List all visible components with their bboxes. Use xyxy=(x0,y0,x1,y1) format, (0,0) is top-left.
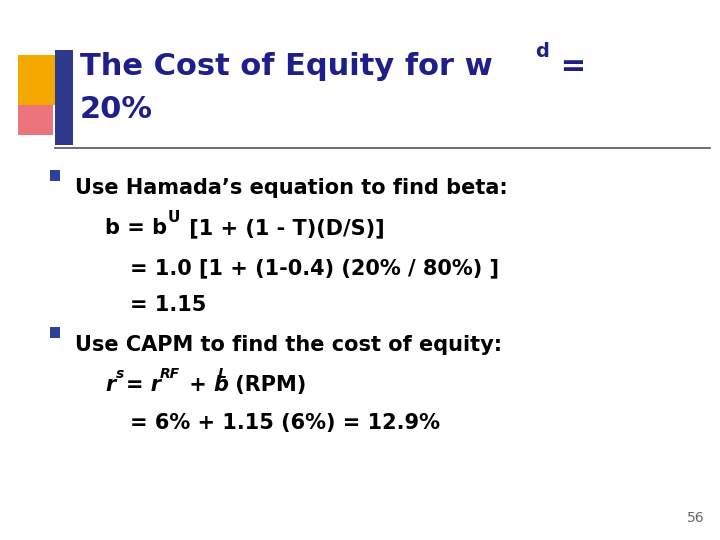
Bar xyxy=(18,95,53,135)
Text: 20%: 20% xyxy=(80,95,153,124)
Bar xyxy=(50,170,60,181)
Text: = 6% + 1.15 (6%) = 12.9%: = 6% + 1.15 (6%) = 12.9% xyxy=(130,413,440,433)
Text: 56: 56 xyxy=(688,511,705,525)
Bar xyxy=(50,327,60,338)
Text: (RPM): (RPM) xyxy=(228,375,306,395)
Text: + b: + b xyxy=(182,375,229,395)
Text: = 1.0 [1 + (1-0.4) (20% / 80%) ]: = 1.0 [1 + (1-0.4) (20% / 80%) ] xyxy=(130,258,499,278)
Text: RF: RF xyxy=(160,367,180,381)
Bar xyxy=(55,50,73,145)
Text: The Cost of Equity for w: The Cost of Equity for w xyxy=(80,52,492,81)
Text: Use Hamada’s equation to find beta:: Use Hamada’s equation to find beta: xyxy=(75,178,508,198)
Text: = 1.15: = 1.15 xyxy=(130,295,207,315)
Text: d: d xyxy=(535,42,549,61)
Text: U: U xyxy=(168,210,181,225)
Text: Use CAPM to find the cost of equity:: Use CAPM to find the cost of equity: xyxy=(75,335,502,355)
Text: =: = xyxy=(550,52,586,81)
Bar xyxy=(18,55,65,105)
Text: b = b: b = b xyxy=(105,218,167,238)
Text: = r: = r xyxy=(126,375,161,395)
Text: L: L xyxy=(218,367,227,381)
Text: s: s xyxy=(116,367,125,381)
Text: r: r xyxy=(105,375,115,395)
Text: [1 + (1 - T)(D/S)]: [1 + (1 - T)(D/S)] xyxy=(182,218,384,238)
